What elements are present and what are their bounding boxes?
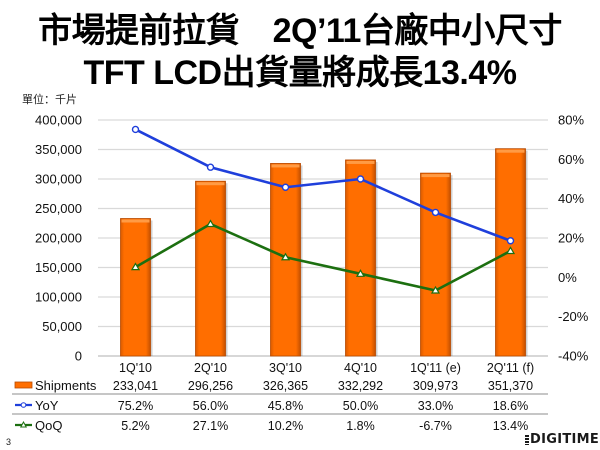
qoq-table-cell: 27.1% — [193, 419, 228, 433]
right-axis-tick-label: 80% — [558, 113, 584, 128]
category-label: 1Q'11 (e) — [410, 361, 461, 375]
bar-highlight — [196, 182, 225, 186]
right-axis-tick-label: -20% — [558, 309, 589, 324]
yoy-point-marker — [281, 183, 290, 191]
yoy-table-cell: 33.0% — [418, 399, 453, 413]
qoq-table-cell: -6.7% — [419, 419, 452, 433]
qoq-table-cell: 10.2% — [268, 419, 303, 433]
yoy-table-cell: 75.2% — [118, 399, 153, 413]
bar-highlight — [496, 149, 525, 153]
shipments-table-cell: 233,041 — [113, 379, 158, 393]
shipments-bar — [195, 180, 226, 357]
shipments-table-cell: 296,256 — [188, 379, 233, 393]
shipments-row-label: Shipments — [35, 378, 97, 393]
category-label: 4Q'10 — [344, 361, 377, 375]
shipments-legend-icon — [14, 381, 33, 389]
qoq-row-label: QoQ — [35, 418, 62, 433]
shipments-bar — [345, 159, 376, 357]
category-label: 1Q'10 — [119, 361, 152, 375]
yoy-point-marker — [431, 208, 440, 217]
brand-name: DIGITIMES — [530, 432, 600, 447]
qoq-point-marker — [430, 285, 441, 294]
unit-label: 單位：千片 — [22, 94, 77, 106]
shipments-bar — [120, 218, 151, 357]
left-axis-tick-label: 350,000 — [35, 142, 82, 157]
left-axis-tick-label: 300,000 — [35, 172, 82, 187]
yoy-table-cell: 18.6% — [493, 399, 528, 413]
bar-highlight — [421, 174, 450, 178]
category-label: 2Q'11 (f) — [487, 361, 534, 375]
qoq-point-marker — [355, 269, 366, 277]
yoy-row-label: YoY — [35, 398, 59, 413]
qoq-table-cell: 13.4% — [493, 419, 528, 433]
right-axis-tick-label: 20% — [558, 231, 584, 246]
qoq-point-marker — [205, 219, 216, 228]
yoy-point-marker — [131, 125, 140, 134]
qoq-point-marker — [505, 246, 516, 255]
yoy-line — [134, 128, 511, 242]
yoy-table-cell: 56.0% — [193, 399, 228, 413]
right-axis-tick-label: 40% — [558, 191, 584, 206]
bar-highlight — [271, 164, 300, 168]
left-axis-tick-label: 400,000 — [35, 113, 82, 128]
slide-title-line-2: TFT LCD出貨量將成長13.4% — [83, 54, 517, 92]
yoy-point-marker — [356, 175, 365, 183]
right-axis-tick-label: 60% — [558, 152, 584, 167]
yoy-legend-icon — [15, 402, 32, 408]
bar-highlight — [121, 219, 150, 223]
shipments-table-cell: 309,973 — [413, 379, 458, 393]
yoy-table-cell: 50.0% — [343, 399, 378, 413]
bar-highlight — [346, 160, 375, 164]
right-axis-tick-label: 0% — [558, 270, 577, 285]
right-axis-tick-label: -40% — [558, 349, 589, 364]
yoy-table-cell: 45.8% — [268, 399, 303, 413]
brand-logo: DIGITIMES — [525, 432, 600, 447]
left-axis-tick-label: 0 — [75, 349, 82, 364]
left-axis-tick-label: 150,000 — [35, 260, 82, 275]
qoq-table-cell: 1.8% — [346, 419, 375, 433]
qoq-line — [134, 222, 512, 292]
qoq-point-marker — [130, 262, 141, 271]
shipments-table-cell: 326,365 — [263, 379, 308, 393]
qoq-point-marker — [280, 252, 291, 261]
qoq-legend-icon — [15, 420, 32, 428]
qoq-table-cell: 5.2% — [121, 419, 150, 433]
category-label: 2Q'10 — [194, 361, 227, 375]
page-number: 3 — [6, 437, 12, 447]
shipments-bar — [420, 172, 451, 357]
left-axis-tick-label: 250,000 — [35, 201, 82, 216]
left-axis-tick-label: 100,000 — [35, 290, 82, 305]
left-axis-tick-label: 200,000 — [35, 231, 82, 246]
shipments-table-cell: 351,370 — [488, 379, 533, 393]
yoy-point-marker — [506, 237, 515, 245]
left-axis-tick-label: 50,000 — [42, 319, 82, 334]
shipments-table-cell: 332,292 — [338, 379, 383, 393]
yoy-point-marker — [206, 163, 215, 171]
logo-stripes-icon — [525, 434, 529, 445]
slide-title-line-1: 市場提前拉貨 2Q’11台廠中小尺寸 — [38, 12, 562, 50]
category-label: 3Q'10 — [269, 361, 302, 375]
